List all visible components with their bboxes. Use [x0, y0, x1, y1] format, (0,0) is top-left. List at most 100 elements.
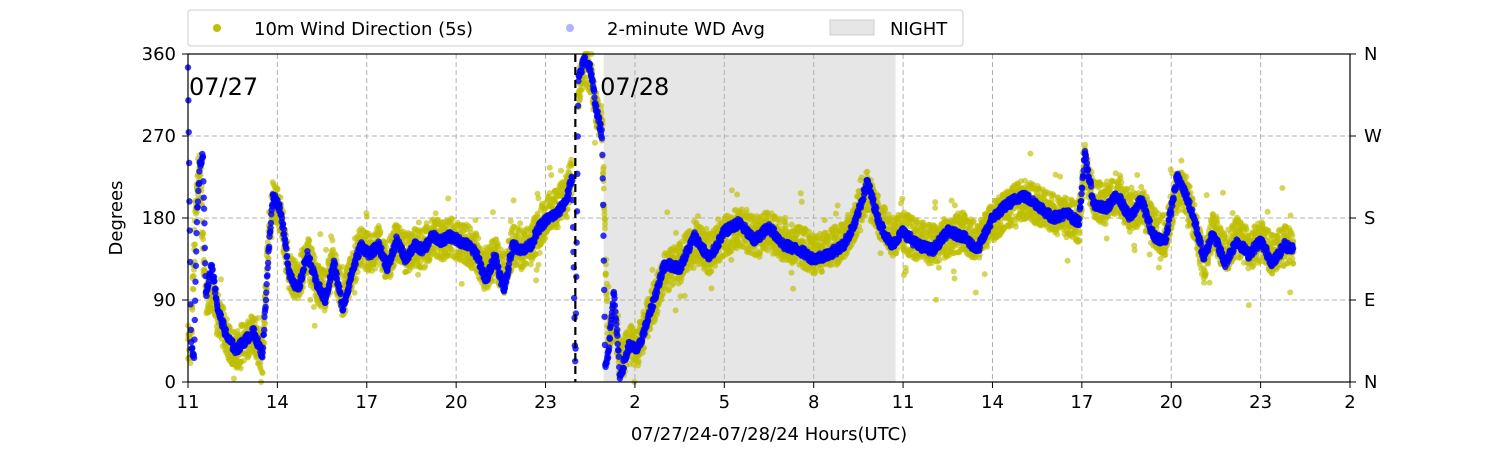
- wind-direction-point: [445, 195, 452, 202]
- wind-direction-point: [234, 327, 241, 334]
- wind-direction-point: [542, 235, 549, 242]
- wind-direction-point: [255, 314, 262, 321]
- wind-direction-point: [1057, 173, 1064, 180]
- wind-direction-point: [933, 296, 940, 303]
- wind-direction-point: [1054, 231, 1061, 238]
- wind-direction-point: [554, 224, 561, 231]
- wind-direction-point: [568, 161, 575, 168]
- wind-direction-point: [577, 93, 584, 100]
- wind-direction-point: [782, 222, 789, 229]
- wind-direction-point: [323, 246, 330, 253]
- wind-direction-point: [190, 273, 197, 280]
- wind-direction-point: [932, 199, 939, 206]
- wind-direction-point: [294, 260, 301, 267]
- wind-direction-point: [635, 359, 642, 366]
- wind-direction-point: [591, 139, 598, 146]
- wind-direction-point: [432, 210, 439, 217]
- wind-direction-point: [981, 271, 988, 278]
- wind-direction-point: [311, 322, 318, 329]
- wind-direction-point: [489, 209, 496, 216]
- wind-direction-point: [311, 254, 318, 261]
- wind-direction-point: [728, 256, 735, 263]
- wind-direction-point: [694, 213, 701, 220]
- wind-direction-point: [199, 231, 206, 238]
- wind-direction-point: [317, 231, 324, 238]
- wind-direction-point: [217, 276, 224, 283]
- wind-direction-point: [190, 286, 197, 293]
- wind-direction-point: [708, 285, 715, 292]
- wind-direction-point: [274, 186, 281, 193]
- wind-direction-point: [535, 195, 542, 202]
- wind-direction-point: [1012, 223, 1019, 230]
- wind-direction-point: [449, 216, 456, 223]
- wind-direction-point: [558, 167, 565, 174]
- wind-direction-point: [972, 289, 979, 296]
- wind-direction-point: [191, 241, 198, 248]
- wind-direction-point: [857, 227, 864, 234]
- wind-direction-point: [536, 249, 543, 256]
- wind-direction-point: [351, 289, 358, 296]
- wind-direction-point: [306, 237, 313, 244]
- wind-direction-point: [649, 266, 656, 273]
- wind-direction-point: [415, 219, 422, 226]
- wind-direction-point: [517, 220, 524, 227]
- wind-direction-point: [415, 271, 422, 278]
- wind-direction-point: [797, 190, 804, 197]
- wind-direction-point: [1064, 257, 1071, 264]
- wind-direction-point: [261, 320, 268, 327]
- wind-direction-point: [533, 277, 540, 284]
- wind-direction-point: [307, 296, 314, 303]
- wind-direction-point: [187, 360, 194, 367]
- wind-direction-point: [654, 308, 661, 315]
- wind-direction-point: [230, 375, 237, 382]
- wind-direction-point: [475, 235, 482, 242]
- wind-direction-point: [200, 236, 207, 243]
- wind-direction-point: [548, 172, 555, 179]
- wind-direction-point: [790, 285, 797, 292]
- wind-direction-point: [821, 217, 828, 224]
- wind-direction-point: [728, 187, 735, 194]
- wind-direction-point: [375, 222, 382, 229]
- wind-direction-point: [507, 218, 514, 225]
- wind-direction-point: [690, 265, 697, 272]
- wind-direction-point: [832, 210, 839, 217]
- wind-direction-point: [602, 271, 609, 278]
- wind-direction-point: [458, 280, 465, 287]
- wind-direction-point: [743, 206, 750, 213]
- wind-direction-point: [578, 86, 585, 93]
- wind-direction-point: [332, 252, 339, 259]
- wind-direction-point: [600, 185, 607, 192]
- wind-direction-point: [672, 229, 679, 236]
- wind-direction-point: [672, 307, 679, 314]
- wind-direction-point: [798, 198, 805, 205]
- wind-direction-point: [510, 197, 517, 204]
- wind-direction-point: [932, 204, 939, 211]
- wind-direction-point: [734, 191, 741, 198]
- wind-direction-point: [861, 212, 868, 219]
- wind-direction-point: [782, 214, 789, 221]
- wind-direction-point: [602, 216, 609, 223]
- wind-direction-point: [976, 254, 983, 261]
- wind-direction-point: [310, 303, 317, 310]
- wind-direction-point: [681, 292, 688, 299]
- wind-direction-point: [970, 218, 977, 225]
- wind-direction-point: [818, 268, 825, 275]
- wind-direction-point: [936, 256, 943, 263]
- wind-direction-point: [329, 237, 336, 244]
- wind-direction-point: [371, 265, 378, 272]
- wind-direction-point: [237, 365, 244, 372]
- wind-direction-point: [902, 268, 909, 275]
- wind-direction-point: [935, 264, 942, 271]
- wind-direction-point: [756, 253, 763, 260]
- wind-direction-point: [877, 250, 884, 257]
- wind-direction-point: [189, 306, 196, 313]
- wind-direction-point: [257, 359, 264, 366]
- wind-direction-point: [353, 275, 360, 282]
- wind-direction-point: [1075, 238, 1082, 245]
- wind-direction-point: [1027, 150, 1034, 157]
- wind-direction-point: [604, 295, 611, 302]
- wind-direction-point: [708, 268, 715, 275]
- wind-direction-point: [950, 268, 957, 275]
- wind-direction-point: [664, 209, 671, 216]
- wind-direction-point: [535, 261, 542, 268]
